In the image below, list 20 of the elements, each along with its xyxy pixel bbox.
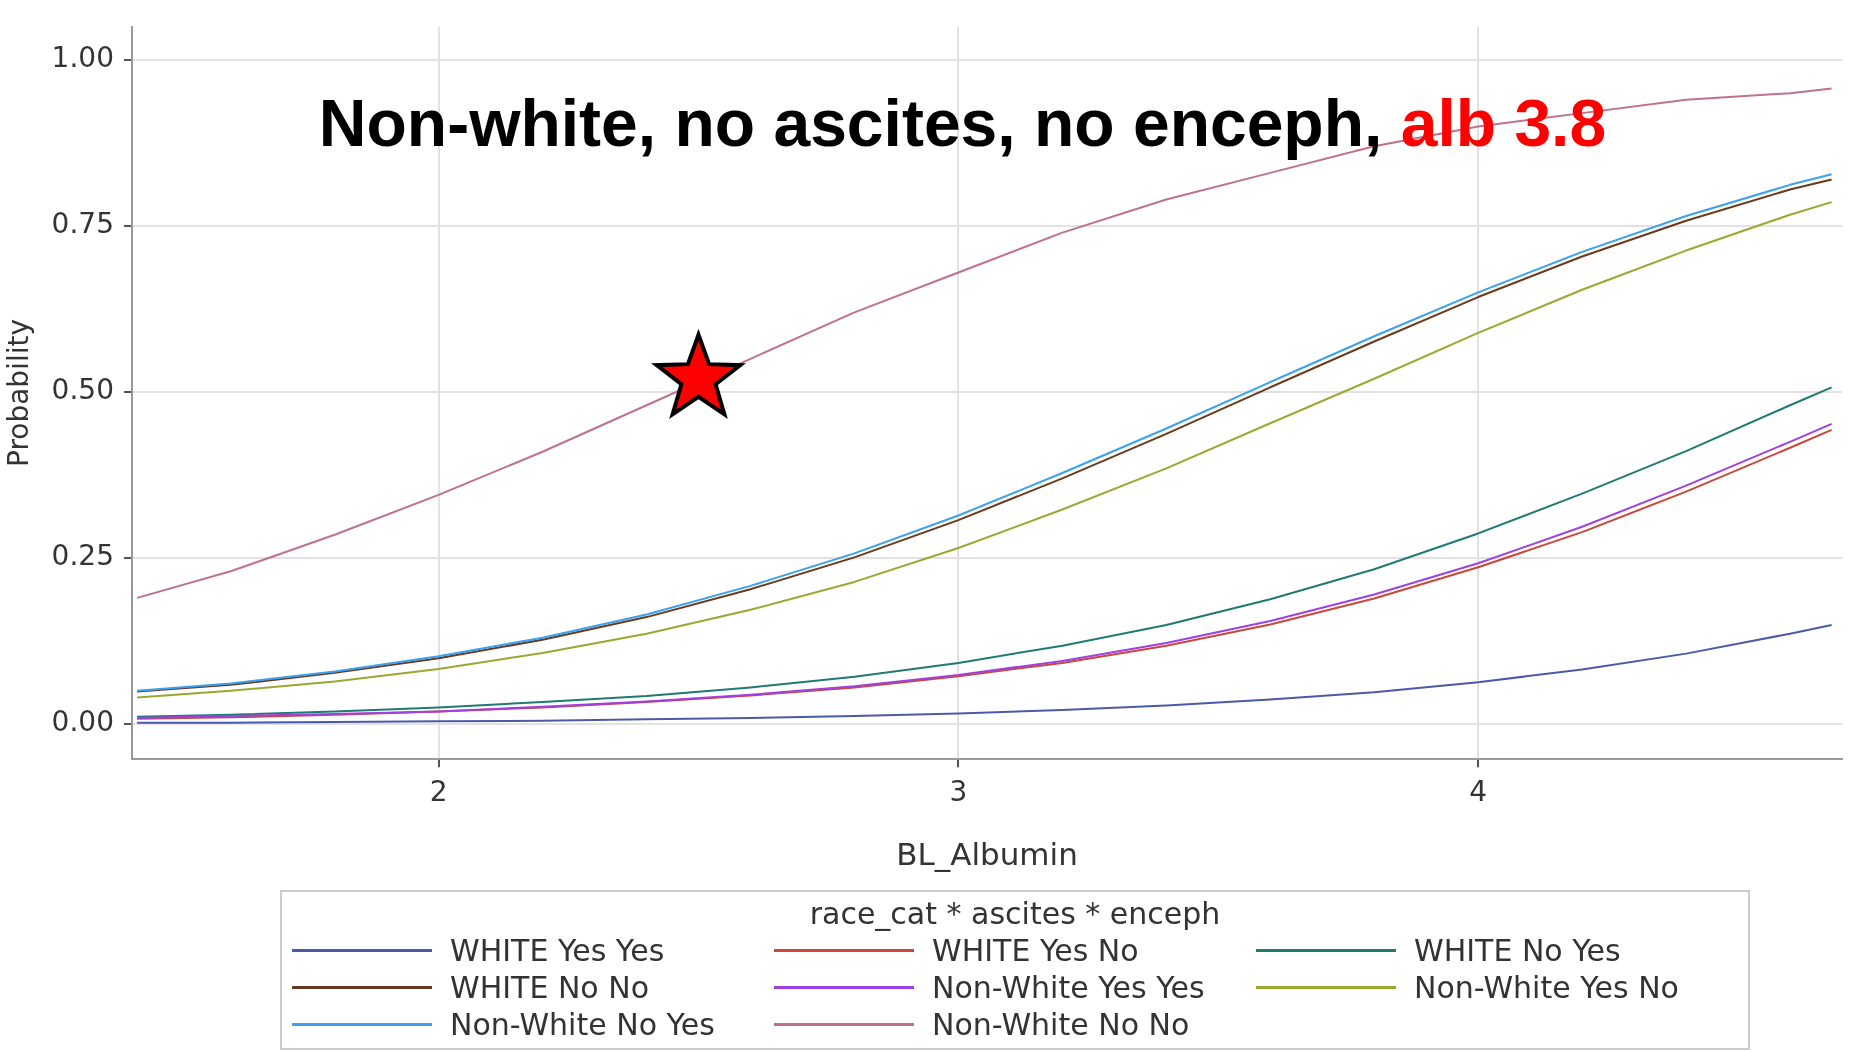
- legend-label: Non-White No Yes: [450, 1007, 715, 1042]
- legend-title: race_cat * ascites * enceph: [808, 896, 1222, 931]
- legend-label: WHITE No Yes: [1414, 933, 1621, 968]
- x-tick-label: 4: [1469, 775, 1488, 809]
- y-tick-label: 1.00: [51, 41, 114, 75]
- x-tick-label: 2: [429, 775, 448, 809]
- y-tick-label: 0.75: [51, 207, 114, 241]
- y-tick-label: 0.50: [51, 373, 114, 407]
- text: Non-white, no ascites, no enceph,: [318, 86, 1383, 160]
- y-tick-label: 0.00: [51, 705, 114, 739]
- legend-label: Non-White Yes No: [1414, 970, 1679, 1005]
- legend-label: WHITE Yes No: [932, 933, 1139, 968]
- legend-label: Non-White Yes Yes: [932, 970, 1205, 1005]
- y-axis-title: Probability: [2, 318, 36, 468]
- x-tick-label: 3: [949, 775, 968, 809]
- x-axis-title: BL_Albumin: [896, 836, 1078, 873]
- legend-label: WHITE Yes Yes: [450, 933, 665, 968]
- legend-label: WHITE No No: [450, 970, 650, 1005]
- legend-label: Non-White No No: [932, 1007, 1190, 1042]
- y-tick-label: 0.25: [51, 539, 114, 573]
